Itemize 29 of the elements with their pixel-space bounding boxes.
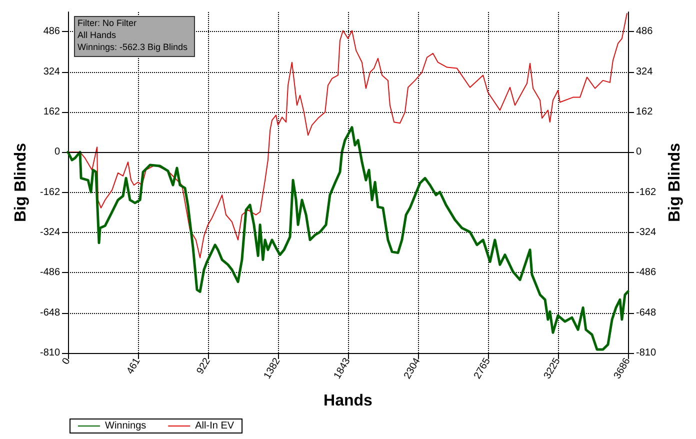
annotation: Filter: No Filter [78, 18, 137, 28]
x-axis-title: Hands [324, 392, 373, 410]
y-tick-label: -324 [40, 226, 60, 238]
annotation: Winnings: -562.3 Big Blinds [78, 42, 188, 52]
y2-tick-label: -162 [636, 186, 656, 198]
y2-axis-title: Big Blinds [666, 142, 684, 222]
y2-tick-label: 162 [636, 106, 654, 118]
legend-label: All-In EV [195, 420, 234, 432]
y2-tick-label: 486 [636, 26, 654, 38]
x-tick-label: 922 [194, 356, 214, 376]
x-tick-label: 461 [124, 356, 144, 376]
y-tick-label: 324 [43, 66, 60, 78]
y2-tick-label: 0 [636, 146, 642, 158]
y2-tick-label: -324 [636, 226, 656, 238]
legend-label: Winnings [105, 420, 146, 432]
x-tick-label: 0 [60, 356, 73, 367]
y-tick-label: -486 [40, 267, 60, 278]
y-axis-title: Big Blinds [12, 142, 30, 222]
y-tick-label: -648 [40, 307, 60, 318]
y2-tick-label: -648 [636, 307, 656, 318]
y2-tick-label: 324 [636, 66, 654, 78]
y2-tick-label: -486 [636, 267, 656, 278]
annotation: All Hands [78, 30, 117, 40]
y-tick-label: -810 [40, 348, 60, 358]
y2-tick-label: -810 [636, 348, 656, 358]
y-tick-label: 0 [54, 146, 60, 158]
y-tick-label: 486 [43, 26, 60, 38]
y-tick-label: -162 [40, 186, 60, 198]
y-tick-label: 162 [43, 106, 60, 118]
